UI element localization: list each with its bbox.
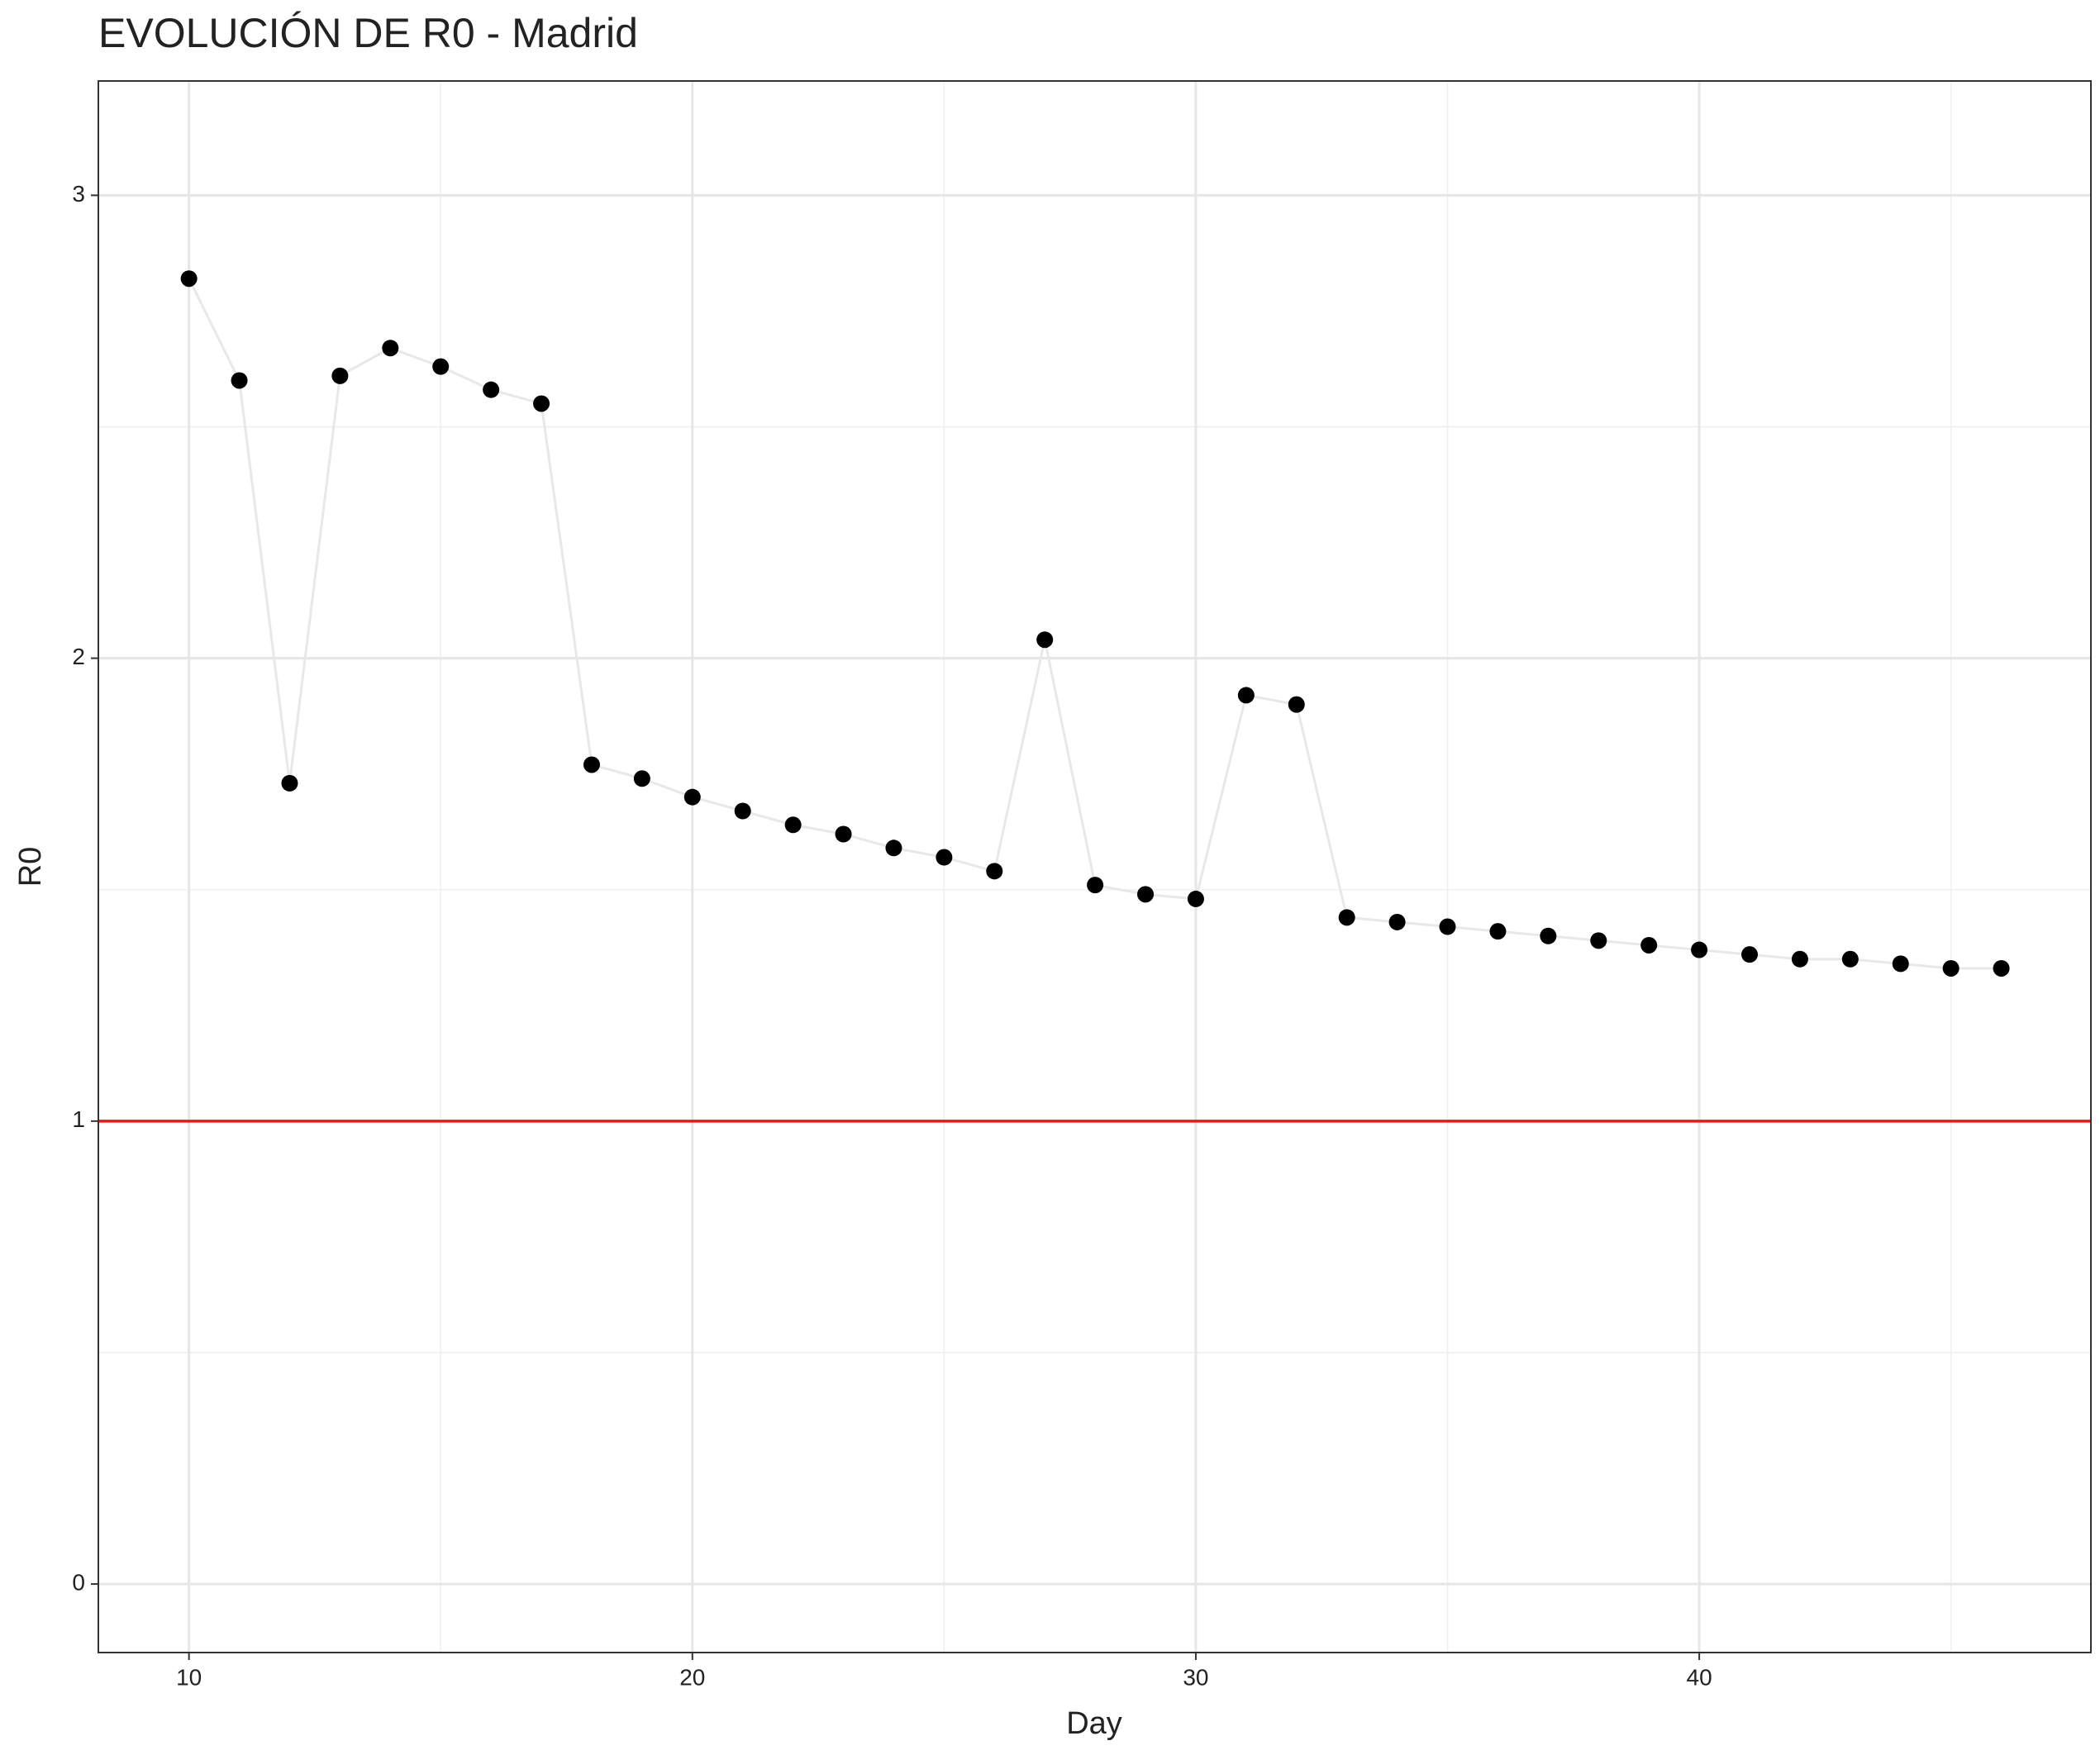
data-point — [1691, 941, 1708, 958]
data-point — [1439, 918, 1456, 935]
data-point — [1087, 877, 1104, 894]
data-point — [1237, 687, 1255, 704]
data-point — [1338, 909, 1355, 926]
data-point — [1489, 923, 1507, 940]
data-point — [1288, 696, 1305, 713]
data-point — [1590, 932, 1607, 949]
data-point — [231, 372, 248, 389]
data-point — [1137, 886, 1155, 903]
data-point — [432, 358, 450, 375]
x-tick-label: 20 — [679, 1664, 705, 1690]
data-point — [1036, 631, 1054, 649]
data-point — [885, 839, 902, 857]
x-tick-label: 30 — [1183, 1664, 1208, 1690]
data-point — [633, 770, 650, 787]
y-tick-label: 2 — [72, 644, 85, 669]
data-point — [1841, 950, 1859, 968]
series-line — [188, 278, 2002, 970]
chart-title: EVOLUCIÓN DE R0 - Madrid — [98, 10, 638, 56]
data-point — [331, 367, 349, 384]
data-point — [1993, 959, 2010, 977]
x-axis-label: Day — [1066, 1706, 1122, 1741]
data-point — [986, 863, 1003, 880]
data-point — [1942, 959, 1960, 977]
y-tick-label: 1 — [72, 1106, 85, 1132]
data-point — [533, 395, 550, 412]
x-tick-label: 10 — [176, 1664, 202, 1690]
data-point — [1892, 955, 1909, 973]
data-point — [1187, 890, 1204, 907]
y-axis-label: R0 — [13, 847, 48, 887]
data-point — [734, 802, 751, 820]
data-point — [180, 270, 198, 288]
data-point — [1640, 936, 1658, 954]
data-point — [483, 381, 500, 398]
data-point — [583, 756, 600, 773]
data-point — [936, 849, 953, 866]
data-point — [683, 788, 701, 806]
plot-border — [98, 80, 2092, 1653]
data-point — [1540, 927, 1557, 944]
data-point — [1388, 913, 1406, 930]
data-point — [1791, 950, 1808, 968]
data-point — [1740, 946, 1758, 963]
y-tick-label: 0 — [72, 1569, 85, 1595]
data-point — [382, 340, 399, 357]
data-point — [281, 774, 298, 792]
data-point — [835, 825, 852, 843]
x-tick-label: 40 — [1687, 1664, 1712, 1690]
data-point — [784, 816, 802, 834]
y-tick-label: 3 — [72, 181, 85, 207]
